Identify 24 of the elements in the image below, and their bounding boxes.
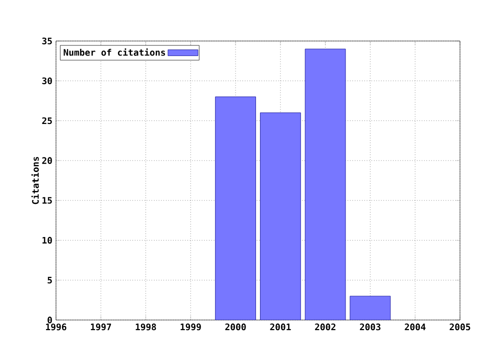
y-axis-title: Citations <box>31 156 39 204</box>
y-tick-label: 30 <box>42 77 52 84</box>
legend-label: Number of citations <box>64 48 166 56</box>
bar <box>260 112 301 320</box>
x-tick-label: 1997 <box>90 324 112 330</box>
x-tick-label: 2005 <box>450 324 470 330</box>
y-tick-label: 35 <box>42 38 52 44</box>
x-tick-label: 2004 <box>404 324 426 330</box>
y-tick-label: 15 <box>42 197 52 204</box>
bar <box>215 96 256 320</box>
x-tick-label: 2001 <box>270 324 291 330</box>
x-tick-label: 1996 <box>46 324 66 330</box>
bar <box>304 48 346 320</box>
x-tick-label: 2003 <box>360 324 380 330</box>
y-tick-label: 20 <box>42 157 52 164</box>
x-tick-label: 1999 <box>180 324 201 330</box>
x-tick-label: 2002 <box>315 324 336 330</box>
y-tick-label: 25 <box>42 117 52 124</box>
y-tick-label: 5 <box>48 276 52 284</box>
x-tick-label: 1998 <box>136 324 156 330</box>
y-tick-label: 10 <box>42 236 52 244</box>
x-tick-label: 2000 <box>225 324 246 330</box>
bar <box>350 296 391 320</box>
y-tick-label: 0 <box>48 316 52 324</box>
